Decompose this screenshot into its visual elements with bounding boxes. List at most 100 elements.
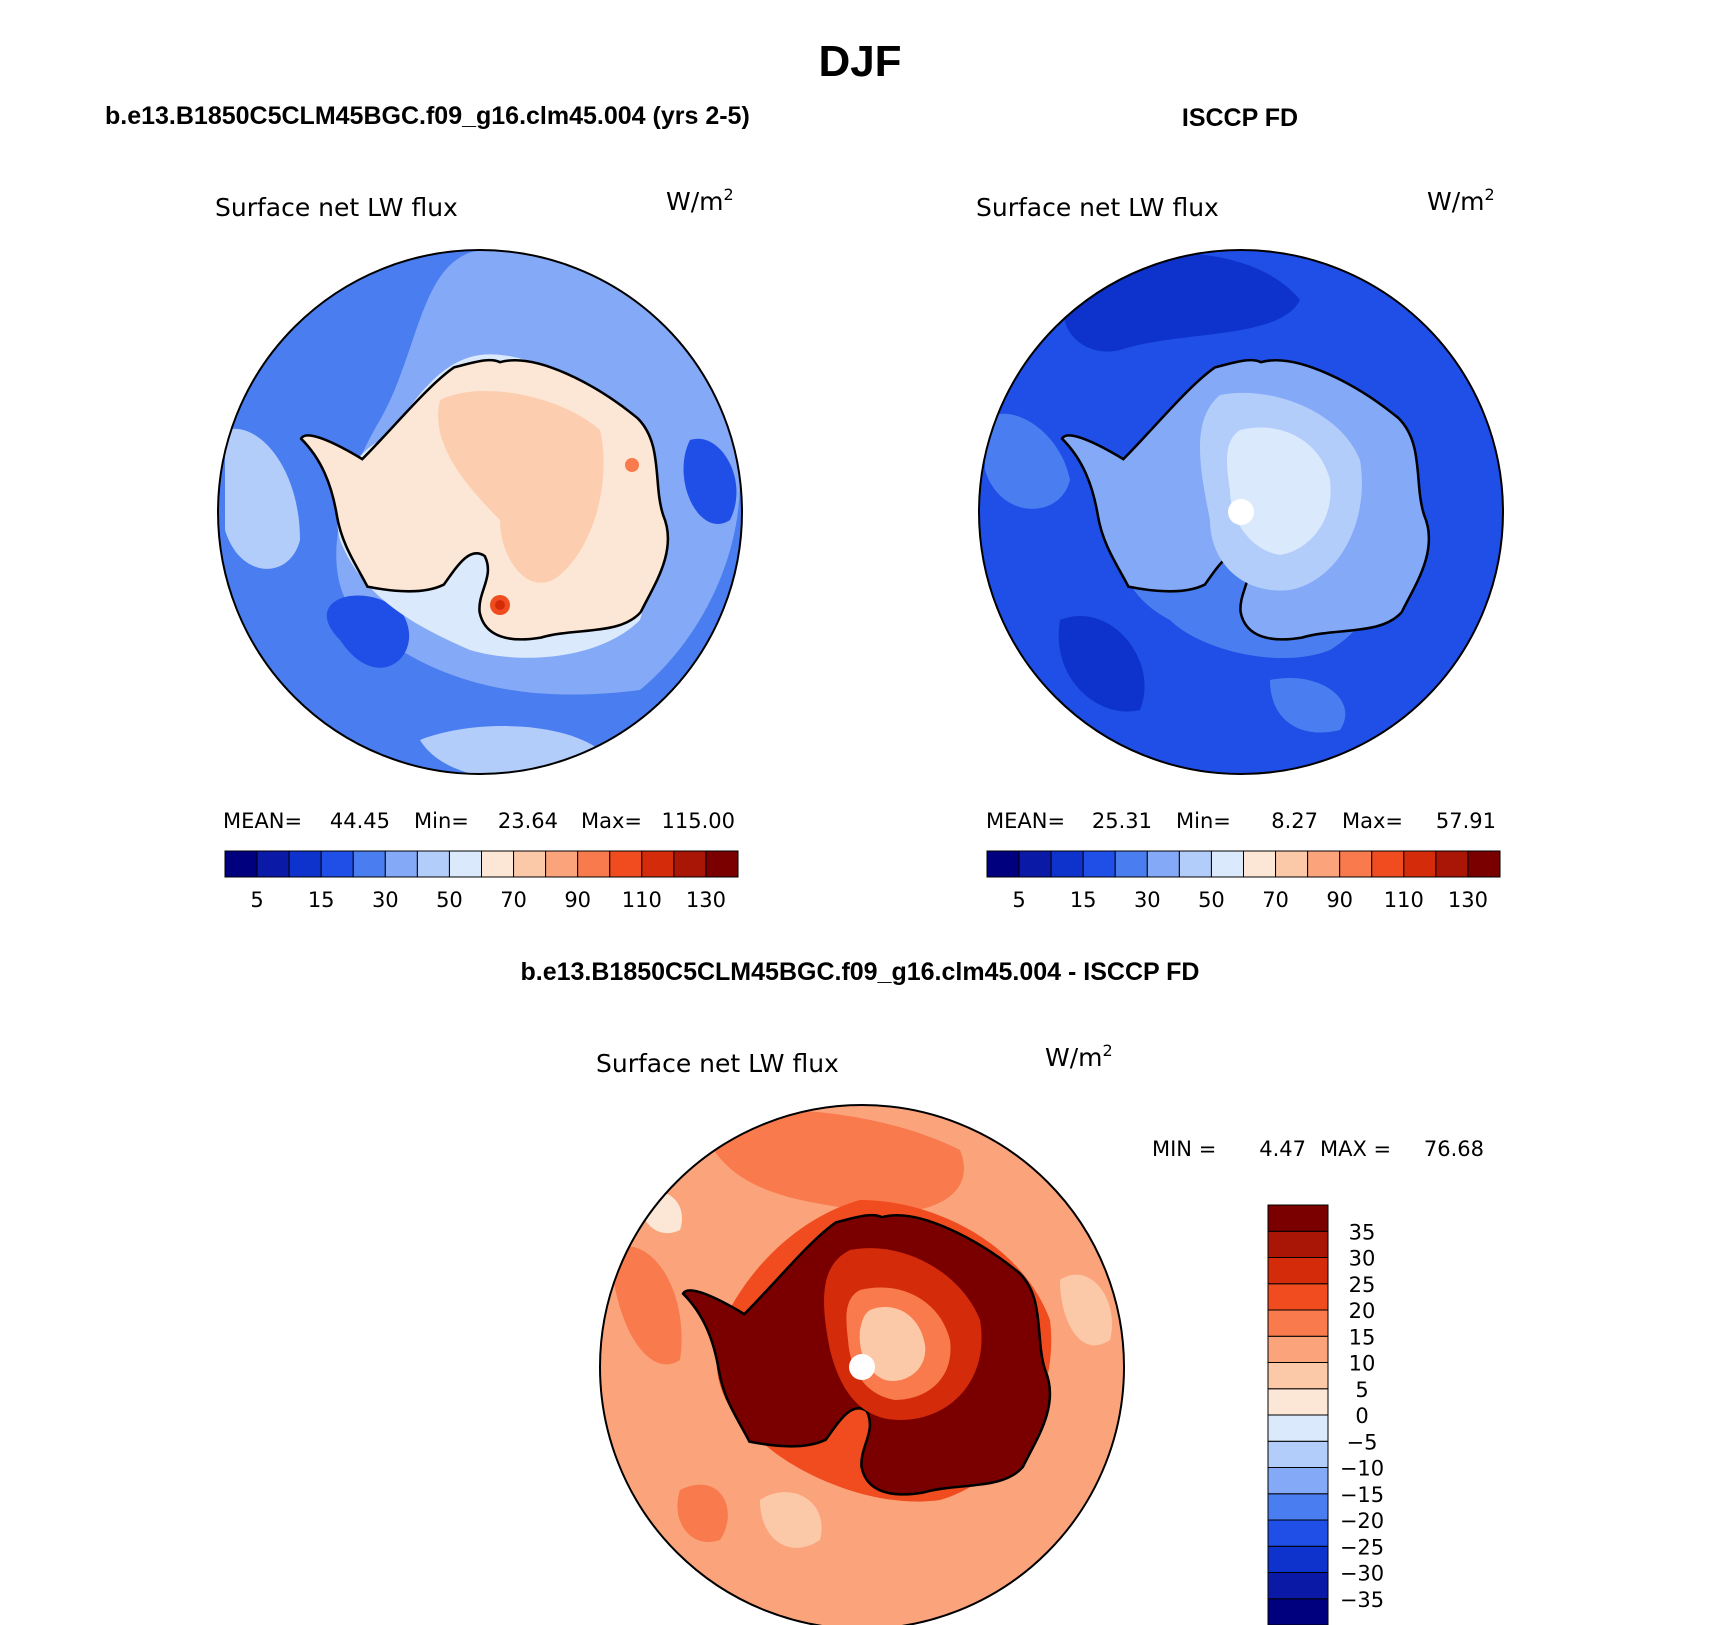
panel-diff-units: W/m2 xyxy=(1045,1041,1113,1072)
panel-model-colorbar-box-14 xyxy=(673,850,707,878)
panel-obs-colorbar-label-3: 50 xyxy=(1198,888,1225,912)
panel-diff-colorbar-label-13: −30 xyxy=(1340,1562,1384,1586)
panel-diff-colorbar-label-6: 5 xyxy=(1355,1378,1368,1402)
panel-model-colorbar-box-6 xyxy=(416,850,450,878)
panel-diff-min-label: MIN = xyxy=(1152,1137,1216,1161)
panel-obs-colorbar-box-4 xyxy=(1114,850,1148,878)
panel-model-colorbar-label-5: 90 xyxy=(564,888,591,912)
panel-diff-colorbar-label-7: 0 xyxy=(1355,1404,1368,1428)
panel-model-hotspot-core xyxy=(495,600,505,610)
panel-model-colorbar-label-2: 30 xyxy=(372,888,399,912)
panel-diff-colorbar-box-6 xyxy=(1267,1440,1329,1468)
panel-diff-colorbar-label-2: 25 xyxy=(1349,1273,1376,1297)
panel-diff-colorbar-label-5: 10 xyxy=(1349,1352,1376,1376)
panel-obs-colorbar-label-4: 70 xyxy=(1262,888,1289,912)
panel-obs-ocean-dark-south xyxy=(1058,616,1145,712)
panel-diff-min-value: 4.47 xyxy=(1259,1137,1306,1161)
panel-diff-ocean-lower-1 xyxy=(760,1492,822,1548)
panel-model-mean-label: MEAN= xyxy=(223,809,302,833)
panel-obs-colorbar-box-1 xyxy=(1018,850,1052,878)
panel-diff-colorbar-label-14: −35 xyxy=(1340,1588,1384,1612)
panel-diff-colorbar-label-10: −15 xyxy=(1340,1483,1384,1507)
panel-obs-colorbar-box-12 xyxy=(1371,850,1405,878)
panel-diff-colorbar-box-14 xyxy=(1267,1230,1329,1258)
panel-obs-colorbar-box-11 xyxy=(1339,850,1373,878)
panel-diff-colorbar-box-11 xyxy=(1267,1309,1329,1337)
panel-obs-colorbar-box-6 xyxy=(1178,850,1212,878)
panel-diff-colorbar-label-12: −25 xyxy=(1340,1535,1384,1559)
panel-model-max-label: Max= xyxy=(581,809,642,833)
panel-obs-units: W/m2 xyxy=(1427,185,1495,216)
panel-obs: ISCCP FD Surface net LW flux W/m2 MEAN= … xyxy=(976,104,1504,912)
panel-model-colorbar-label-4: 70 xyxy=(500,888,527,912)
panel-obs-colorbar-box-3 xyxy=(1082,850,1116,878)
panel-diff-ocean-higher-sw xyxy=(677,1484,728,1542)
panel-obs-max-label: Max= xyxy=(1342,809,1403,833)
panel-model-ocean-dark-2 xyxy=(683,438,737,524)
panel-model-map xyxy=(218,250,742,774)
panel-model-colorbar-box-12 xyxy=(609,850,643,878)
panel-obs-colorbar-box-9 xyxy=(1275,850,1309,878)
panel-model-colorbar-box-11 xyxy=(577,850,611,878)
panel-obs-colorbar-box-14 xyxy=(1435,850,1469,878)
panel-model-min-value: 23.64 xyxy=(498,809,558,833)
panel-model-colorbar-box-5 xyxy=(384,850,418,878)
panel-model-colorbar-box-1 xyxy=(256,850,290,878)
panel-obs-ocean-lighter-south xyxy=(1270,678,1346,733)
panel-diff-colorbar-box-13 xyxy=(1267,1257,1329,1285)
panel-diff: b.e13.B1850C5CLM45BGC.f09_g16.clm45.004 … xyxy=(520,958,1484,1625)
panel-obs-pole-hole xyxy=(1228,499,1254,525)
panel-obs-colorbar-label-0: 5 xyxy=(1012,888,1025,912)
panel-obs-colorbar-label-7: 130 xyxy=(1448,888,1488,912)
panel-model-colorbar-label-0: 5 xyxy=(250,888,263,912)
panel-diff-map-border xyxy=(599,1104,1125,1625)
panel-diff-colorbar-box-5 xyxy=(1267,1467,1329,1495)
panel-obs-colorbar-box-0 xyxy=(986,850,1020,878)
panel-model-hotspot-east xyxy=(625,458,639,472)
panel-obs-colorbar-box-10 xyxy=(1307,850,1341,878)
panel-diff-colorbar-label-1: 30 xyxy=(1349,1247,1376,1271)
panel-model-colorbar-box-15 xyxy=(705,850,739,878)
panel-diff-pole-hole xyxy=(849,1354,875,1380)
panel-model-colorbar-box-13 xyxy=(641,850,675,878)
panel-model-units: W/m2 xyxy=(666,185,734,216)
panel-diff-ocean-lower-2 xyxy=(1060,1274,1112,1346)
panel-obs-colorbar-box-8 xyxy=(1243,850,1277,878)
panel-model-min-label: Min= xyxy=(414,809,469,833)
panel-obs-min-label: Min= xyxy=(1176,809,1231,833)
panel-diff-colorbar-box-9 xyxy=(1267,1362,1329,1390)
panel-obs-max-value: 57.91 xyxy=(1436,809,1496,833)
panel-diff-colorbar-box-7 xyxy=(1267,1414,1329,1442)
panel-diff-colorbar-box-8 xyxy=(1267,1388,1329,1416)
panel-diff-colorbar-box-0 xyxy=(1267,1598,1329,1625)
figure-title: DJF xyxy=(818,37,901,86)
panel-diff-colorbar-box-3 xyxy=(1267,1519,1329,1547)
panel-diff-interior-lowest xyxy=(859,1306,926,1381)
panel-obs-mean-label: MEAN= xyxy=(986,809,1065,833)
panel-obs-map-border xyxy=(978,249,1504,775)
panel-model-colorbar-box-4 xyxy=(352,850,386,878)
panel-diff-colorbar-label-0: 35 xyxy=(1349,1220,1376,1244)
panel-obs-interior-lightest xyxy=(1227,427,1331,555)
panel-model-mean-value: 44.45 xyxy=(330,809,390,833)
panel-model-variable: Surface net LW flux xyxy=(215,193,458,222)
panel-model-ocean-dark xyxy=(326,595,410,668)
panel-obs-variable: Surface net LW flux xyxy=(976,193,1219,222)
panel-obs-min-value: 8.27 xyxy=(1271,809,1318,833)
panel-diff-case-title: b.e13.B1850C5CLM45BGC.f09_g16.clm45.004 … xyxy=(520,958,1199,986)
panel-model-colorbar-box-8 xyxy=(481,850,515,878)
panel-obs-colorbar-label-5: 90 xyxy=(1326,888,1353,912)
panel-obs-mean-value: 25.31 xyxy=(1092,809,1152,833)
panel-diff-colorbar-label-8: −5 xyxy=(1347,1430,1378,1454)
panel-diff-colorbar-label-9: −10 xyxy=(1340,1457,1384,1481)
panel-diff-colorbar-box-2 xyxy=(1267,1545,1329,1573)
panel-model-case-title: b.e13.B1850C5CLM45BGC.f09_g16.clm45.004 … xyxy=(105,102,750,130)
panel-obs-colorbar-label-2: 30 xyxy=(1134,888,1161,912)
panel-diff-colorbar-box-4 xyxy=(1267,1493,1329,1521)
panel-diff-colorbar-box-10 xyxy=(1267,1335,1329,1363)
panel-diff-colorbar-box-1 xyxy=(1267,1572,1329,1600)
panel-model-colorbar: 5 15 30 50 70 90 110 130 xyxy=(224,850,739,912)
panel-obs-case-title: ISCCP FD xyxy=(1182,104,1298,132)
